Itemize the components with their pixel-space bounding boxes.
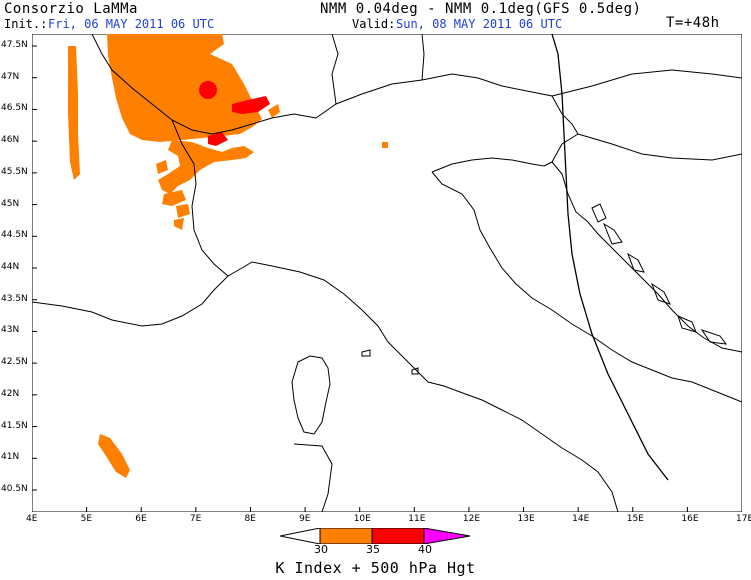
legend-label-35: 35 [366,543,380,556]
lat-label: 41N [1,452,20,463]
org-title: Consorzio LaMMa [4,1,138,17]
legend-label-30: 30 [314,543,328,556]
init-label: Init.: [4,17,48,31]
lat-label: 47N [1,71,20,82]
plot-title: K Index + 500 hPa Hgt [275,559,476,577]
lon-label: 5E [80,514,93,524]
axis-ticks [32,45,742,512]
lat-label: 42N [1,388,20,399]
lat-label: 44N [1,262,20,272]
k-index-30-area [68,34,388,478]
model-title: NMM 0.04deg - NMM 0.1deg(GFS 0.5deg) [320,1,642,17]
legend-label-40: 40 [418,543,432,556]
lon-label: 10E [353,514,371,524]
lon-label: 6E [135,514,147,524]
lon-label: 11E [408,514,426,524]
lon-label: 4E [26,514,38,524]
lat-label: 43.5N [1,293,28,304]
weather-map [32,34,742,512]
lat-label: 44.5N [1,230,28,241]
lat-label: 43N [1,325,20,336]
legend-arrow-high [423,528,471,544]
lat-label: 46.5N [1,103,28,114]
lon-label: 12E [462,514,481,524]
lon-label: 14E [572,514,590,524]
lon-label: 13E [517,514,535,524]
legend-colorbar [280,528,471,544]
lon-label: 15E [626,514,644,524]
lon-label: 9E [299,514,311,524]
lon-label: 8E [244,514,256,524]
lat-label: 47.5N [1,40,28,50]
lead-time: T=+48h [666,15,720,31]
init-value: Fri, 06 MAY 2011 06 UTC [48,17,215,31]
legend-bin-35 [371,528,425,544]
lat-label: 45.5N [1,166,28,177]
lat-label: 40.5N [1,484,28,494]
lat-label: 42.5N [1,357,28,368]
legend-bin-30 [319,528,373,544]
lat-label: 46N [1,135,20,146]
coastlines [32,34,742,512]
lat-label: 41.5N [1,420,28,431]
lon-label: 7E [189,514,202,524]
lon-label: 17E [736,514,751,524]
valid-value: Sun, 08 MAY 2011 06 UTC [396,17,563,31]
lon-label: 16E [681,514,699,524]
lat-label: 45N [1,198,20,209]
border-lines [551,34,669,481]
k-index-35-area [199,81,270,146]
valid-label: Valid: [352,17,396,31]
legend-arrow-low [280,528,321,544]
